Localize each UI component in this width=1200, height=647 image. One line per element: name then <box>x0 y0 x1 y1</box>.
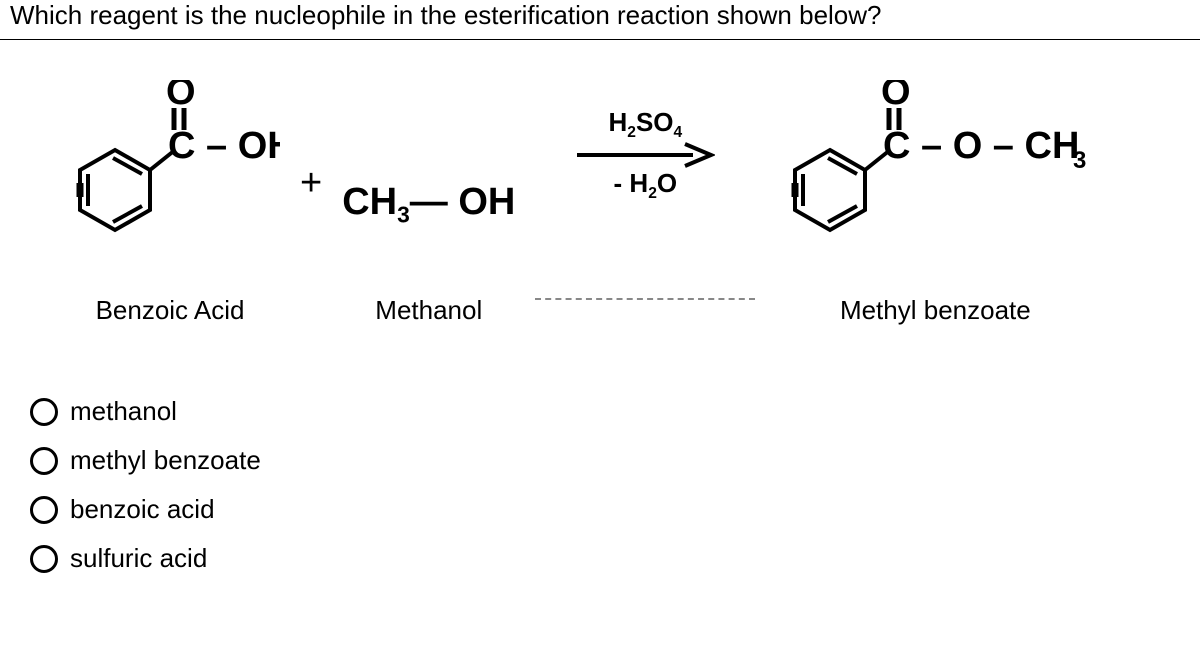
option-sulfuric-acid[interactable]: sulfuric acid <box>30 543 1200 574</box>
answer-options: methanol methyl benzoate benzoic acid su… <box>0 396 1200 574</box>
reaction-arrow-col: H2SO4 - H2O <box>535 107 755 300</box>
reactant-methanol: CH3— OH Methanol <box>342 80 515 326</box>
svg-text:3: 3 <box>1073 147 1086 174</box>
reaction-scheme: C – OH O Benzoic Acid + CH3— OH Methanol… <box>0 80 1200 326</box>
svg-text:C – O – CH: C – O – CH <box>883 125 1079 167</box>
svg-text:O: O <box>166 80 196 113</box>
benzoic-acid-label: Benzoic Acid <box>96 295 245 326</box>
option-benzoic-acid[interactable]: benzoic acid <box>30 494 1200 525</box>
question-text: Which reagent is the nucleophile in the … <box>0 0 1200 40</box>
radio-icon[interactable] <box>30 496 58 524</box>
plus-sign: + <box>300 162 322 245</box>
methyl-benzoate-label: Methyl benzoate <box>840 295 1031 326</box>
radio-icon[interactable] <box>30 398 58 426</box>
methanol-structure: CH3— OH <box>342 80 515 270</box>
svg-text:O: O <box>881 80 911 113</box>
dotted-line <box>535 298 755 300</box>
svg-text:C – OH: C – OH <box>168 125 280 167</box>
arrow-conditions-bottom: - H2O <box>614 168 678 203</box>
option-methyl-benzoate[interactable]: methyl benzoate <box>30 445 1200 476</box>
meth-b: — OH <box>410 181 516 223</box>
option-label: sulfuric acid <box>70 543 207 574</box>
product-methyl-benzoate: C – O – CH 3 O Methyl benzoate <box>775 80 1095 326</box>
meth-s1: 3 <box>397 202 410 228</box>
option-label: methanol <box>70 396 177 427</box>
methanol-label: Methanol <box>375 295 482 326</box>
methyl-benzoate-structure: C – O – CH 3 O <box>775 80 1095 270</box>
option-label: benzoic acid <box>70 494 215 525</box>
reactant-benzoic-acid: C – OH O Benzoic Acid <box>60 80 280 326</box>
radio-icon[interactable] <box>30 447 58 475</box>
option-label: methyl benzoate <box>70 445 261 476</box>
arrow-conditions-top: H2SO4 <box>608 107 682 142</box>
arrow-icon <box>575 142 715 168</box>
option-methanol[interactable]: methanol <box>30 396 1200 427</box>
meth-a: CH <box>342 181 397 223</box>
radio-icon[interactable] <box>30 545 58 573</box>
benzoic-acid-structure: C – OH O <box>60 80 280 270</box>
